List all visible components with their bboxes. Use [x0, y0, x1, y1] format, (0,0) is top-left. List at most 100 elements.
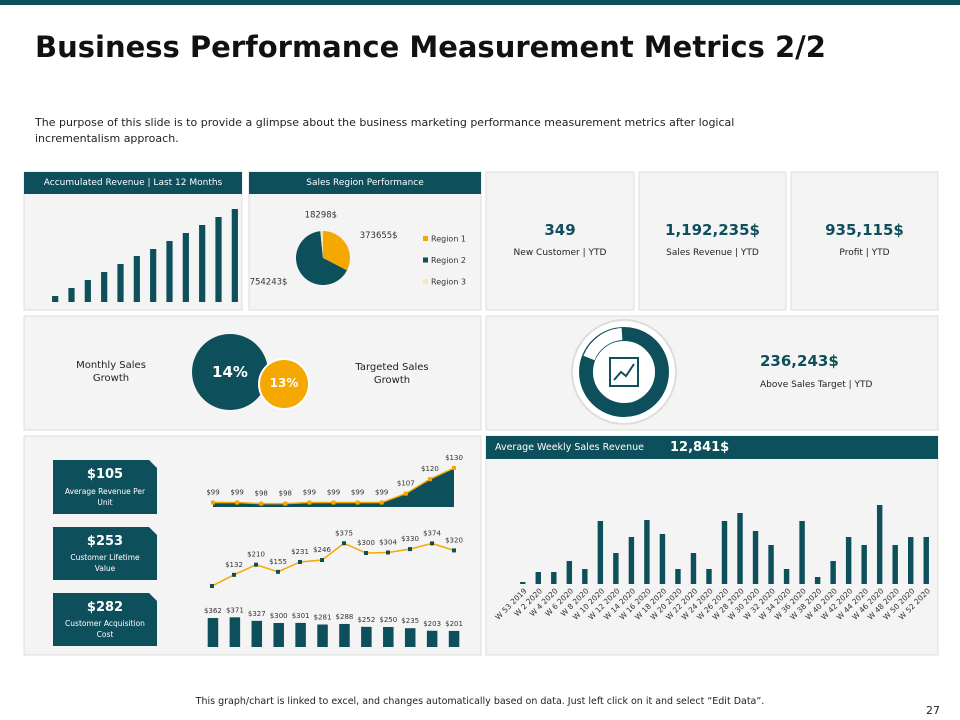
panel — [485, 315, 939, 431]
value-label: 373655$ — [360, 231, 398, 241]
value-label: $281 — [314, 614, 332, 622]
panel — [23, 171, 243, 311]
legend-swatch — [423, 257, 428, 263]
marker — [210, 584, 214, 589]
marker — [452, 466, 456, 470]
marker — [452, 548, 456, 553]
target-value: 236,243$ — [760, 352, 839, 370]
kpi-label: New Customer | YTD — [513, 248, 607, 258]
bar — [166, 241, 173, 302]
unit-card — [53, 460, 157, 514]
bar — [404, 628, 416, 647]
panel-title: Accumulated Revenue | Last 12 Months — [43, 178, 223, 188]
bar — [150, 249, 157, 302]
bar — [535, 572, 541, 584]
marker — [331, 500, 336, 505]
bar — [845, 537, 852, 584]
donut-gap — [583, 328, 623, 361]
panel-title: Sales Region Performance — [306, 178, 424, 188]
bar — [182, 233, 189, 302]
bar — [520, 582, 526, 584]
bar — [799, 521, 805, 584]
icon — [609, 357, 639, 387]
page-number: 27 — [926, 704, 940, 717]
bar — [199, 225, 206, 302]
title: Business Performance Measurement Metrics… — [35, 30, 826, 64]
value-label: $99 — [206, 489, 219, 497]
marker — [386, 550, 390, 555]
donut-ring — [579, 327, 669, 417]
bar — [582, 569, 588, 584]
bar — [317, 624, 328, 647]
legend-label: Region 1 — [431, 235, 466, 244]
growth-circle — [192, 334, 268, 410]
marker — [403, 491, 408, 496]
bar — [768, 545, 774, 584]
value-label: $320 — [445, 536, 463, 544]
value-label: $99 — [327, 489, 340, 497]
value-label: $120 — [421, 465, 439, 473]
growth-value: 14% — [212, 363, 248, 381]
panel — [248, 171, 482, 311]
value-label: $246 — [313, 546, 331, 554]
pie-slice — [323, 231, 350, 271]
value-label: 754243$ — [250, 278, 288, 288]
growth-label: Monthly Sales Growth — [76, 360, 146, 384]
marker — [379, 500, 384, 505]
marker — [364, 551, 368, 555]
bar — [231, 209, 238, 302]
bar — [84, 280, 91, 302]
marker — [254, 562, 258, 567]
value-label: $99 — [351, 489, 364, 497]
unit-card — [53, 527, 157, 580]
legend-label: Region 2 — [431, 256, 466, 265]
unit-value: $105 — [86, 467, 124, 482]
bar — [613, 553, 619, 584]
marker — [259, 501, 264, 506]
value-label: $203 — [423, 620, 441, 628]
value-label: $130 — [445, 454, 463, 462]
bar — [644, 520, 650, 584]
bar — [721, 521, 728, 584]
bar — [706, 569, 712, 584]
marker — [307, 500, 312, 505]
bar — [690, 553, 697, 584]
unit-card — [53, 593, 157, 646]
bar — [551, 572, 557, 584]
value-label: $99 — [303, 489, 316, 497]
value-label: $250 — [379, 616, 397, 624]
unit-value: $253 — [86, 534, 124, 549]
marker — [276, 569, 280, 574]
panel-header — [486, 436, 938, 459]
panel — [485, 435, 939, 656]
value-label: $155 — [269, 558, 287, 566]
icon — [613, 363, 635, 381]
kpi-value: 349 — [544, 221, 576, 239]
bar — [923, 537, 929, 584]
bar — [814, 577, 821, 584]
panel-title: Average Weekly Sales Revenue — [495, 442, 645, 453]
kpi-card — [790, 171, 939, 311]
marker — [235, 500, 240, 505]
line — [211, 542, 455, 587]
value-label: $132 — [225, 561, 243, 569]
value-label: $201 — [445, 620, 463, 628]
bar — [215, 217, 222, 302]
value-label: $375 — [335, 529, 353, 537]
marker — [408, 547, 412, 552]
top-bar — [0, 0, 960, 5]
panel-header — [24, 172, 242, 194]
marker — [298, 559, 302, 564]
value-label: $99 — [375, 489, 388, 497]
unit-label: Customer Acquisition Cost — [65, 619, 145, 639]
bar — [339, 623, 350, 647]
value-label: $288 — [336, 613, 354, 621]
legend-swatch — [423, 236, 428, 241]
value-label: $231 — [291, 548, 309, 556]
value-label: $210 — [247, 551, 265, 559]
panel-header — [249, 172, 481, 194]
bar — [251, 620, 263, 647]
marker — [355, 500, 360, 505]
bar — [566, 561, 573, 584]
